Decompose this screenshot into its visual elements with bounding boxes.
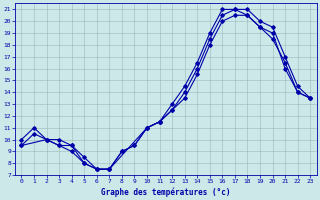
X-axis label: Graphe des températures (°c): Graphe des températures (°c) xyxy=(101,187,231,197)
